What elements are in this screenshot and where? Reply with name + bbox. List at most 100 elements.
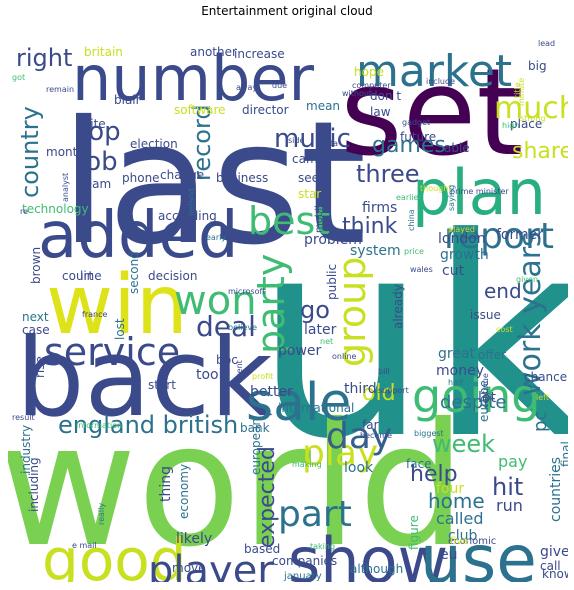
cloud-word: net	[320, 337, 333, 346]
cloud-word: day	[326, 416, 392, 457]
cloud-word: bbc	[216, 353, 238, 367]
cloud-word: start	[148, 378, 176, 392]
cloud-word: likely	[176, 531, 212, 547]
cloud-word: old	[362, 381, 396, 406]
cloud-word: country	[16, 106, 44, 198]
cloud-word: computer	[352, 81, 391, 90]
cloud-word: next	[22, 310, 49, 324]
cloud-word: election	[130, 137, 178, 151]
cloud-word: remain	[46, 85, 74, 94]
cloud-word: set	[340, 44, 523, 183]
cloud-word: later	[304, 322, 337, 338]
cloud-word: public	[325, 264, 339, 300]
cloud-word: future	[400, 130, 436, 144]
cloud-word: countries	[548, 457, 564, 522]
cloud-word: china	[407, 209, 416, 231]
cloud-word: economy	[177, 464, 191, 519]
cloud-word: re	[20, 207, 28, 216]
cloud-word: line	[80, 269, 102, 283]
cloud-word: industry	[19, 425, 33, 474]
cloud-word: hit	[492, 473, 523, 501]
cloud-word: side	[288, 136, 304, 145]
cloud-word: international	[278, 401, 354, 415]
cloud-word: win	[46, 258, 188, 353]
cloud-word: given	[516, 275, 538, 284]
cloud-word: economic	[448, 536, 496, 547]
cloud-word: system	[350, 243, 401, 259]
cloud-word: award	[104, 581, 165, 582]
cloud-word: thought	[420, 184, 451, 193]
cloud-word: know	[542, 567, 568, 581]
cloud-word: rise	[33, 356, 47, 378]
cloud-word: bank	[240, 421, 270, 435]
word-cloud: uk world last set back number added win plan mark…	[8, 22, 568, 582]
cloud-word: price	[404, 247, 424, 256]
cloud-word: cost	[496, 325, 513, 334]
cloud-word: market	[356, 46, 512, 97]
cloud-word: include	[426, 77, 455, 86]
cloud-word: three	[356, 160, 420, 188]
cloud-word: brown	[29, 247, 43, 284]
cloud-word: sale	[246, 373, 351, 433]
cloud-word: although	[350, 562, 403, 576]
cloud-word: deal	[196, 310, 256, 343]
cloud-word: final	[559, 441, 568, 467]
cloud-word: cut	[442, 263, 465, 279]
cloud-word: offer	[478, 348, 506, 362]
cloud-word: change	[160, 168, 204, 182]
cloud-word: hope	[354, 65, 384, 79]
cloud-word: decision	[148, 269, 197, 283]
cloud-word: help	[410, 462, 458, 487]
cloud-word: title	[513, 82, 522, 98]
cloud-word: second	[127, 251, 141, 294]
cloud-word: phone	[122, 171, 160, 185]
cloud-word: analyst	[61, 173, 70, 202]
cloud-word: good	[42, 526, 187, 582]
cloud-word: group	[330, 257, 374, 367]
cloud-word: work years	[513, 231, 548, 396]
cloud-word: give	[540, 544, 568, 560]
cloud-word: home	[428, 489, 485, 513]
cloud-word: pc	[530, 411, 551, 432]
cloud-word: increase	[234, 47, 285, 61]
cloud-word: mobile	[314, 199, 325, 233]
cloud-word: five	[450, 536, 468, 547]
cloud-word: record	[188, 104, 216, 181]
cloud-word: including	[27, 457, 41, 512]
cloud-word: microsoft	[228, 287, 265, 296]
cloud-word: france	[82, 310, 107, 319]
cloud-word: move	[172, 561, 206, 575]
cloud-word: plan	[412, 156, 546, 229]
cloud-word: figure	[407, 515, 421, 550]
cloud-word: four	[436, 481, 464, 497]
cloud-word: technology	[22, 202, 89, 216]
cloud-word: don t	[370, 89, 401, 103]
cloud-word: big	[528, 59, 547, 73]
cloud-word: report	[444, 216, 554, 257]
cloud-word: third	[344, 381, 377, 397]
cloud-word: despite	[440, 392, 506, 413]
cloud-word: europe	[477, 380, 491, 422]
cloud-word: growth	[440, 247, 489, 263]
cloud-word: already	[391, 284, 405, 329]
cloud-word: software	[174, 103, 226, 117]
cloud-word: million	[478, 580, 551, 582]
cloud-word: expected	[255, 446, 280, 548]
cloud-word: event	[235, 360, 244, 383]
cloud-word: eu	[440, 547, 458, 563]
cloud-word: played	[448, 225, 475, 234]
cloud-word: going	[412, 369, 540, 423]
cloud-word: far	[362, 418, 379, 432]
cloud-word: much	[494, 91, 568, 126]
cloud-word: january	[283, 571, 322, 582]
cloud-word: taking	[310, 542, 335, 551]
cloud-word: european	[249, 418, 263, 475]
cloud-word: call	[540, 559, 561, 573]
cloud-word: use	[420, 521, 537, 582]
cloud-word: another	[190, 45, 237, 59]
cloud-word: case	[22, 323, 50, 337]
cloud-word: back	[16, 316, 273, 441]
cloud-word: used	[414, 580, 467, 582]
cloud-word: wales	[410, 265, 433, 274]
